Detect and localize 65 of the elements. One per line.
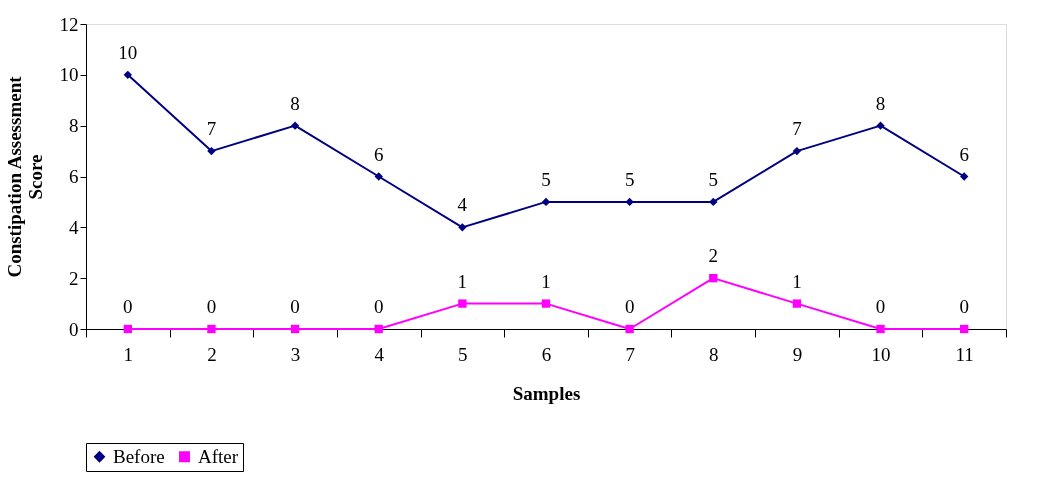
legend-label: Before [113, 445, 165, 467]
data-label: 0 [959, 296, 969, 317]
point [123, 324, 132, 334]
x-tick-label: 3 [290, 343, 301, 365]
point [458, 223, 467, 232]
y-tick-label: 10 [59, 64, 79, 86]
point [207, 324, 216, 334]
legend-label: After [198, 445, 239, 467]
point [960, 324, 969, 334]
data-label: 1 [457, 270, 468, 292]
data-label: 0 [290, 296, 300, 317]
point [458, 299, 467, 308]
point [541, 299, 551, 308]
point [709, 197, 718, 207]
data-label: 0 [875, 296, 886, 317]
y-tick-label: 0 [69, 318, 79, 340]
point [290, 324, 300, 334]
data-label: 2 [708, 245, 719, 267]
point [876, 121, 885, 130]
y-tick-label: 8 [69, 115, 79, 137]
x-tick-label: 9 [792, 343, 803, 365]
data-label: 8 [875, 92, 886, 114]
x-tick-label: 4 [374, 343, 385, 365]
x-tick-label: 11 [955, 343, 974, 365]
data-label: 0 [373, 296, 384, 317]
x-tick-label: 10 [871, 343, 891, 365]
point [374, 324, 383, 334]
data-label: 6 [373, 143, 384, 165]
data-label: 4 [457, 194, 468, 216]
point [207, 146, 216, 156]
data-label: 1 [792, 270, 802, 292]
point [290, 121, 300, 130]
data-label: 0 [123, 296, 133, 317]
x-tick-label: 5 [458, 343, 468, 365]
point [123, 70, 132, 80]
point [625, 324, 634, 334]
y-tick-label: 6 [69, 166, 79, 187]
data-label: 8 [290, 92, 300, 114]
y-axis-title: Constipation Assessment Score [3, 75, 46, 278]
x-tick-label: 8 [709, 343, 719, 365]
data-label: 5 [624, 168, 635, 190]
data-label: 1 [541, 270, 551, 292]
data-label: 5 [541, 168, 551, 190]
x-tick-label: 6 [541, 343, 552, 365]
point [792, 299, 802, 308]
x-tick-label: 1 [123, 343, 134, 365]
data-label: 10 [118, 41, 138, 63]
y-tick-label: 12 [59, 13, 79, 35]
x-axis-title: Samples [512, 382, 581, 404]
y-tick-label: 2 [69, 267, 79, 289]
point [792, 146, 802, 156]
point [876, 324, 885, 334]
data-label: 6 [959, 143, 969, 165]
data-label: 7 [792, 118, 802, 140]
y-tick-label: 4 [69, 216, 79, 238]
point [374, 172, 383, 181]
data-label: 0 [624, 296, 635, 317]
point [960, 172, 969, 181]
x-tick-label: 7 [625, 343, 635, 365]
data-label: 7 [206, 118, 217, 140]
x-tick-label: 2 [207, 343, 217, 365]
data-label: 0 [206, 296, 217, 317]
point [625, 197, 634, 207]
point [709, 273, 718, 283]
data-label: 5 [708, 168, 719, 190]
